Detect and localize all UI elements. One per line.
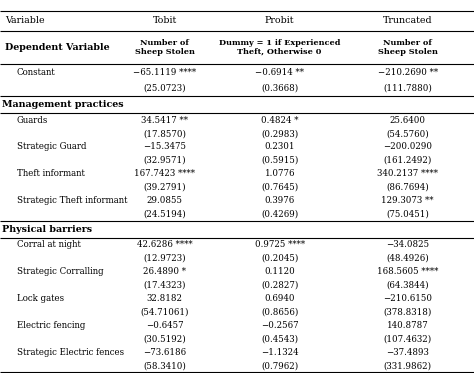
- Text: Theft informant: Theft informant: [17, 169, 84, 178]
- Text: (54.5760): (54.5760): [386, 129, 429, 138]
- Text: Strategic Guard: Strategic Guard: [17, 142, 86, 151]
- Text: (86.7694): (86.7694): [386, 183, 429, 192]
- Text: −0.6914 **: −0.6914 **: [255, 68, 304, 77]
- Text: Physical barriers: Physical barriers: [2, 225, 92, 234]
- Text: Corral at night: Corral at night: [17, 240, 81, 249]
- Text: 1.0776: 1.0776: [264, 169, 295, 178]
- Text: Lock gates: Lock gates: [17, 294, 64, 303]
- Text: 0.9725 ****: 0.9725 ****: [255, 240, 305, 249]
- Text: Tobit: Tobit: [153, 16, 177, 25]
- Text: 140.8787: 140.8787: [387, 321, 428, 330]
- Text: 34.5417 **: 34.5417 **: [141, 116, 188, 125]
- Text: Strategic Electric fences: Strategic Electric fences: [17, 348, 124, 357]
- Text: 32.8182: 32.8182: [147, 294, 182, 303]
- Text: −34.0825: −34.0825: [386, 240, 429, 249]
- Text: (0.2827): (0.2827): [261, 280, 298, 289]
- Text: (64.3844): (64.3844): [386, 280, 429, 289]
- Text: −1.1324: −1.1324: [261, 348, 299, 357]
- Text: (24.5194): (24.5194): [143, 210, 186, 219]
- Text: (0.2983): (0.2983): [261, 129, 298, 138]
- Text: (378.8318): (378.8318): [383, 307, 432, 316]
- Text: (0.3668): (0.3668): [261, 84, 298, 93]
- Text: −0.2567: −0.2567: [261, 321, 299, 330]
- Text: (17.4323): (17.4323): [144, 280, 186, 289]
- Text: Guards: Guards: [17, 116, 48, 125]
- Text: Constant: Constant: [17, 68, 55, 77]
- Text: (161.2492): (161.2492): [383, 156, 432, 165]
- Text: −65.1119 ****: −65.1119 ****: [133, 68, 196, 77]
- Text: 0.4824 *: 0.4824 *: [261, 116, 299, 125]
- Text: (12.9723): (12.9723): [144, 254, 186, 263]
- Text: −200.0290: −200.0290: [383, 142, 432, 151]
- Text: Truncated: Truncated: [383, 16, 432, 25]
- Text: (111.7880): (111.7880): [383, 84, 432, 93]
- Text: 26.4890 *: 26.4890 *: [143, 267, 186, 276]
- Text: (25.0723): (25.0723): [144, 84, 186, 93]
- Text: (17.8570): (17.8570): [143, 129, 186, 138]
- Text: Strategic Theft informant: Strategic Theft informant: [17, 196, 127, 205]
- Text: Management practices: Management practices: [2, 100, 124, 109]
- Text: −210.2690 **: −210.2690 **: [378, 68, 438, 77]
- Text: Electric fencing: Electric fencing: [17, 321, 85, 330]
- Text: 0.3976: 0.3976: [264, 196, 295, 205]
- Text: Number of
Sheep Stolen: Number of Sheep Stolen: [378, 39, 438, 56]
- Text: (39.2791): (39.2791): [144, 183, 186, 192]
- Text: 168.5605 ****: 168.5605 ****: [377, 267, 438, 276]
- Text: (54.71061): (54.71061): [140, 307, 189, 316]
- Text: (0.5915): (0.5915): [261, 156, 298, 165]
- Text: (48.4926): (48.4926): [386, 254, 429, 263]
- Text: 129.3073 **: 129.3073 **: [382, 196, 434, 205]
- Text: Strategic Corralling: Strategic Corralling: [17, 267, 103, 276]
- Text: (0.4543): (0.4543): [261, 334, 298, 343]
- Text: Probit: Probit: [265, 16, 294, 25]
- Text: (30.5192): (30.5192): [143, 334, 186, 343]
- Text: 42.6286 ****: 42.6286 ****: [137, 240, 192, 249]
- Text: (0.7645): (0.7645): [261, 183, 298, 192]
- Text: 25.6400: 25.6400: [390, 116, 426, 125]
- Text: −37.4893: −37.4893: [386, 348, 429, 357]
- Text: Dummy = 1 if Experienced
Theft, Otherwise 0: Dummy = 1 if Experienced Theft, Otherwis…: [219, 39, 340, 56]
- Text: 0.2301: 0.2301: [264, 142, 295, 151]
- Text: (0.2045): (0.2045): [261, 254, 298, 263]
- Text: 29.0855: 29.0855: [147, 196, 182, 205]
- Text: Dependent Variable: Dependent Variable: [5, 43, 109, 52]
- Text: 340.2137 ****: 340.2137 ****: [377, 169, 438, 178]
- Text: (0.7962): (0.7962): [261, 361, 298, 370]
- Text: 167.7423 ****: 167.7423 ****: [134, 169, 195, 178]
- Text: Number of
Sheep Stolen: Number of Sheep Stolen: [135, 39, 195, 56]
- Text: −210.6150: −210.6150: [383, 294, 432, 303]
- Text: −0.6457: −0.6457: [146, 321, 183, 330]
- Text: (32.9571): (32.9571): [144, 156, 186, 165]
- Text: −15.3475: −15.3475: [143, 142, 186, 151]
- Text: −73.6186: −73.6186: [143, 348, 186, 357]
- Text: (0.4269): (0.4269): [261, 210, 298, 219]
- Text: 0.6940: 0.6940: [264, 294, 295, 303]
- Text: (331.9862): (331.9862): [383, 361, 432, 370]
- Text: (107.4632): (107.4632): [383, 334, 432, 343]
- Text: (58.3410): (58.3410): [143, 361, 186, 370]
- Text: (75.0451): (75.0451): [386, 210, 429, 219]
- Text: (0.8656): (0.8656): [261, 307, 298, 316]
- Text: Variable: Variable: [5, 16, 45, 25]
- Text: 0.1120: 0.1120: [264, 267, 295, 276]
